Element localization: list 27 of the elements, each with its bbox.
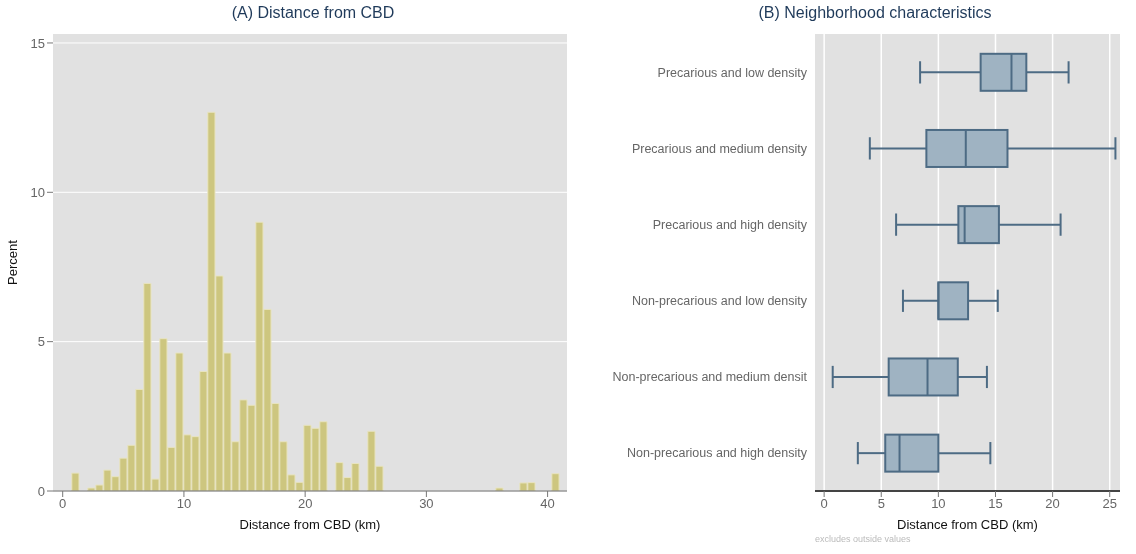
y-axis-title: Percent (4, 239, 20, 285)
x-tick-label: 10 (931, 496, 946, 512)
x-tick-label: 15 (988, 496, 1003, 512)
y-tick-label: Non-precarious and high density (627, 446, 808, 461)
y-tick-label: Non-precarious and medium densit (612, 370, 808, 385)
y-tick-label: 15 (30, 35, 45, 51)
x-tick-label: 0 (820, 496, 828, 512)
text: excludes outside values (815, 534, 912, 544)
x-axis-title: Distance from CBD (km) (897, 517, 1038, 532)
y-tick-label: Precarious and high density (652, 217, 808, 232)
x-tick-label: 30 (419, 496, 434, 512)
x-axis-title: Distance from CBD (km) (239, 517, 381, 532)
y-tick-label: 5 (37, 334, 45, 350)
y-tick-label: Non-precarious and low density (631, 294, 808, 309)
y-tick-label: Precarious and medium density (631, 141, 808, 156)
x-tick-label: 0 (59, 496, 67, 512)
x-tick-label: 40 (540, 496, 555, 512)
chart-title: (B) Neighborhood characteristics (757, 4, 993, 23)
y-tick-label: 0 (37, 483, 45, 499)
y-tick-label: 10 (30, 184, 45, 200)
x-tick-label: 5 (877, 496, 885, 512)
y-tick-label: Precarious and low density (657, 65, 808, 80)
x-tick-label: 10 (176, 496, 192, 512)
x-tick-label: 20 (1045, 496, 1060, 512)
chart-title: (A) Distance from CBD (230, 4, 396, 23)
x-tick-label: 25 (1102, 496, 1117, 512)
x-tick-label: 20 (297, 496, 313, 512)
